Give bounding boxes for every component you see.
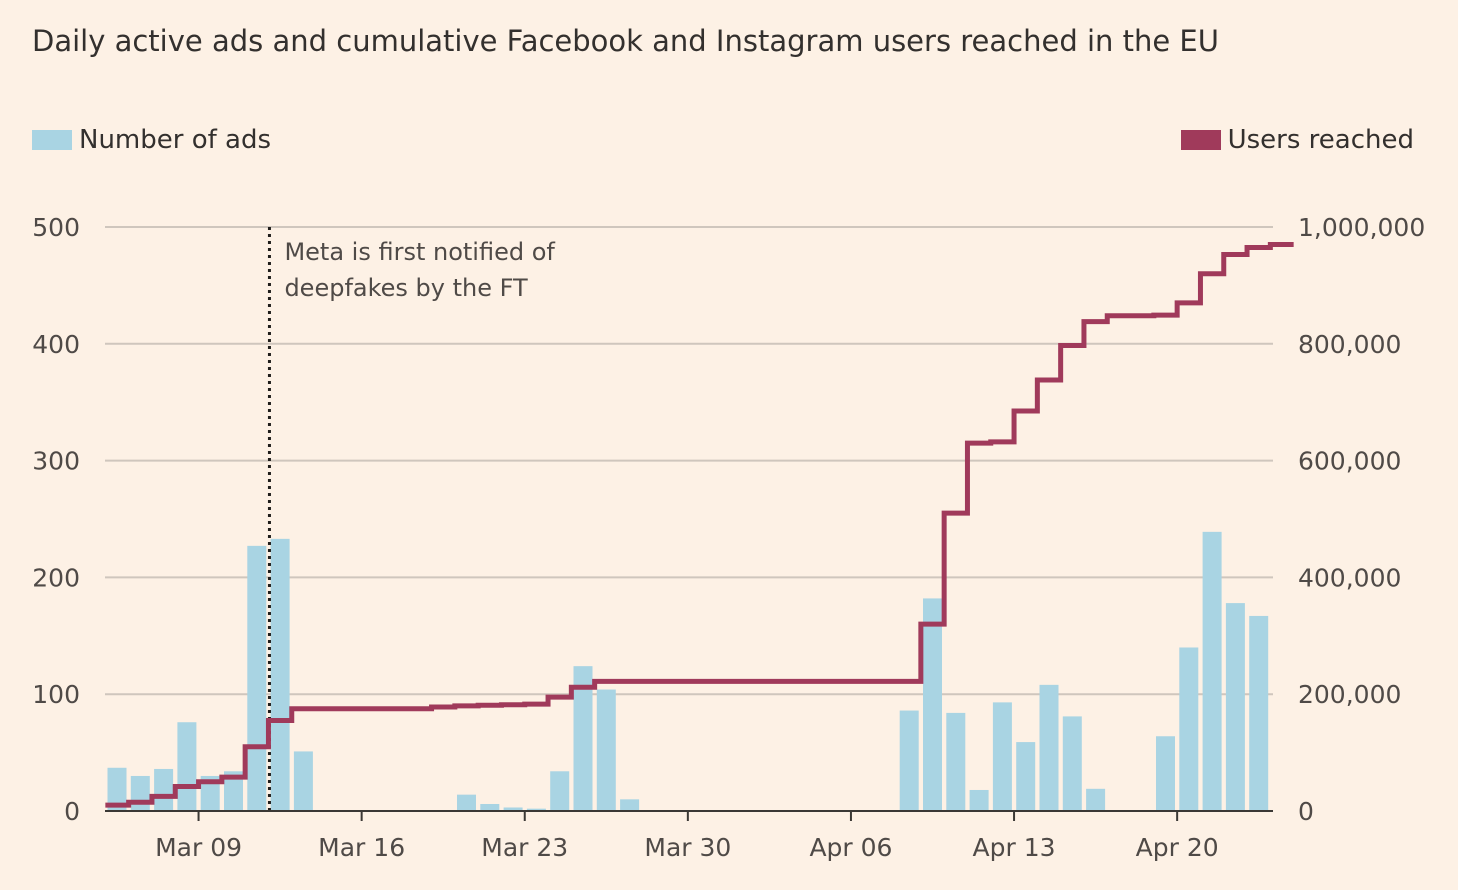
x-tick-label: Mar 16 xyxy=(318,833,405,862)
x-tick-label: Mar 23 xyxy=(481,833,568,862)
bar xyxy=(130,775,150,811)
bar xyxy=(1039,684,1059,811)
bar xyxy=(946,712,966,811)
x-tick-label: Mar 30 xyxy=(644,833,731,862)
x-tick-label: Apr 13 xyxy=(973,833,1056,862)
y-left-tick-label: 500 xyxy=(32,213,80,242)
axes: 0 0 100 200,000 200 400,000 300 600,000 400 800,0… xyxy=(32,213,1425,862)
bar xyxy=(620,799,640,811)
bar xyxy=(1016,742,1036,811)
legend-ads: Number of ads xyxy=(32,122,271,158)
legend-swatch-ads xyxy=(32,130,72,150)
bar xyxy=(1225,603,1245,811)
bar xyxy=(480,803,500,811)
bar xyxy=(992,702,1012,811)
y-right-tick-label: 400,000 xyxy=(1298,563,1401,592)
bar xyxy=(154,768,174,811)
annotation-text: deepfakes by the FT xyxy=(284,274,528,302)
bar xyxy=(1249,615,1269,811)
bar xyxy=(1179,647,1199,811)
x-tick-label: Mar 09 xyxy=(155,833,242,862)
bar xyxy=(457,794,476,811)
x-tick-label: Apr 06 xyxy=(809,833,892,862)
bar xyxy=(899,710,919,811)
chart-title: Daily active ads and cumulative Facebook… xyxy=(32,24,1219,58)
bar-series xyxy=(107,531,1269,811)
users-reached-line xyxy=(105,242,1294,808)
y-right-tick-label: 800,000 xyxy=(1298,330,1401,359)
bar xyxy=(969,789,989,811)
legend-label-users: Users reached xyxy=(1227,125,1414,155)
legend-users: Users reached xyxy=(1180,122,1414,158)
bar xyxy=(200,775,220,811)
y-left-tick-label: 400 xyxy=(32,330,80,359)
bar xyxy=(293,751,313,811)
y-right-tick-label: 0 xyxy=(1298,797,1314,826)
bar xyxy=(177,722,197,811)
bar xyxy=(596,689,616,811)
x-tick-label: Apr 20 xyxy=(1136,833,1219,862)
bar xyxy=(270,538,290,811)
y-right-tick-label: 200,000 xyxy=(1298,680,1401,709)
y-left-tick-label: 100 xyxy=(32,680,80,709)
bar xyxy=(526,808,546,811)
y-right-tick-label: 1,000,000 xyxy=(1298,213,1425,242)
y-right-tick-label: 600,000 xyxy=(1298,447,1401,476)
bar xyxy=(1086,788,1106,811)
bar xyxy=(107,767,127,811)
bar xyxy=(573,666,593,811)
legend-label-ads: Number of ads xyxy=(79,125,272,155)
legend-swatch-users xyxy=(1180,130,1221,150)
bar xyxy=(1156,736,1175,811)
bar xyxy=(1062,716,1082,811)
bar xyxy=(247,545,267,811)
bar xyxy=(923,598,942,811)
bar xyxy=(1202,531,1222,811)
annotation: Meta is first notified of deepfakes by th… xyxy=(267,227,555,811)
bar xyxy=(224,771,243,811)
line-series xyxy=(105,242,1294,808)
annotation-text: Meta is first notified of xyxy=(284,238,555,266)
bar xyxy=(550,771,570,811)
bar xyxy=(503,807,523,811)
y-left-tick-label: 200 xyxy=(32,563,80,592)
y-left-tick-label: 300 xyxy=(32,447,80,476)
y-left-tick-label: 0 xyxy=(64,797,80,826)
